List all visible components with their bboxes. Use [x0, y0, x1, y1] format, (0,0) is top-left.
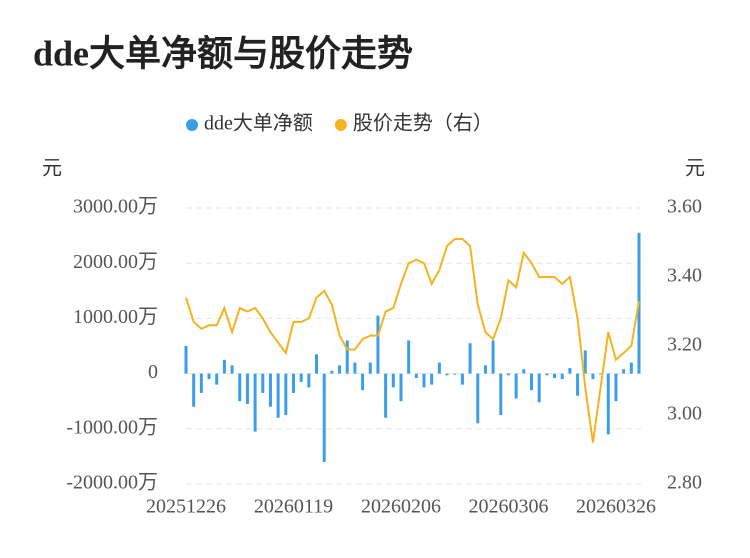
bar [345, 340, 349, 374]
bar [576, 373, 580, 396]
bar [245, 373, 249, 404]
y-tick-label: -1000.00万 [66, 416, 158, 438]
x-tick-label: 20251226 [146, 496, 226, 518]
x-tick-label: 20260206 [361, 496, 441, 518]
bar [514, 373, 518, 399]
bar [338, 365, 342, 374]
y2-tick-label: 3.00 [667, 403, 702, 425]
x-tick-label: 20260119 [254, 496, 333, 518]
y-axis-label: 元 [42, 158, 62, 180]
bar [384, 373, 388, 418]
bar [483, 365, 487, 374]
y2-tick-label: 3.40 [667, 265, 702, 287]
bar [222, 359, 226, 374]
bar [606, 373, 610, 435]
bar [437, 362, 441, 374]
legend-label: 股价走势（右） [353, 112, 493, 135]
bar [583, 350, 587, 374]
price-line [185, 238, 640, 443]
bar [560, 373, 564, 380]
bar [299, 373, 303, 382]
bar [284, 373, 288, 415]
y2-tick-label: 2.80 [667, 472, 702, 494]
bar [491, 340, 495, 374]
bar [591, 373, 595, 380]
bar [614, 373, 618, 402]
bar [268, 373, 272, 407]
y-tick-label: 3000.00万 [73, 196, 158, 218]
bar [315, 354, 319, 374]
bar [307, 373, 311, 388]
bar [376, 315, 380, 374]
bar [506, 373, 510, 376]
bar [499, 373, 503, 415]
y2-tick-label: 3.60 [667, 196, 702, 218]
bar [407, 340, 411, 374]
bar [622, 369, 626, 374]
bar [322, 373, 326, 462]
bar [353, 362, 357, 374]
bar [460, 373, 464, 385]
y-tick-label: 2000.00万 [73, 251, 158, 273]
bar [192, 373, 196, 407]
y-tick-label: 1000.00万 [73, 306, 158, 328]
bar [207, 373, 211, 380]
y-tick-label: -2000.00万 [66, 472, 158, 494]
bar [468, 343, 472, 374]
bar [445, 373, 449, 376]
bar [430, 373, 434, 385]
bar [238, 373, 242, 402]
bar [545, 373, 549, 376]
bar [261, 373, 265, 393]
bar [522, 369, 526, 374]
bar [230, 365, 234, 374]
x-tick-label: 20260326 [576, 496, 656, 518]
bar [399, 373, 403, 402]
bar [537, 373, 541, 403]
y2-axis-label: 元 [685, 158, 705, 180]
legend-marker [186, 119, 198, 131]
bar [253, 373, 257, 432]
bar [422, 373, 426, 388]
bar [553, 373, 557, 379]
legend-label: dde大单净额 [204, 112, 313, 135]
legend-marker [334, 119, 347, 131]
y-tick-label: 0 [148, 361, 158, 383]
bar [291, 373, 295, 393]
bar [276, 373, 280, 418]
bar [414, 373, 418, 379]
bar [568, 368, 572, 374]
bar [199, 373, 203, 393]
y2-tick-label: 3.20 [667, 334, 702, 356]
bar [476, 373, 480, 424]
bar [330, 370, 334, 374]
bar [215, 373, 219, 385]
bar [391, 373, 395, 388]
chart-title: dde大单净额与股价走势 [33, 33, 413, 73]
x-tick-label: 20260306 [468, 496, 548, 518]
bar [368, 362, 372, 374]
bar [530, 373, 534, 391]
bar [629, 362, 633, 374]
bar [184, 346, 188, 374]
bar [599, 373, 603, 375]
bar [361, 373, 365, 391]
bar [453, 373, 457, 375]
